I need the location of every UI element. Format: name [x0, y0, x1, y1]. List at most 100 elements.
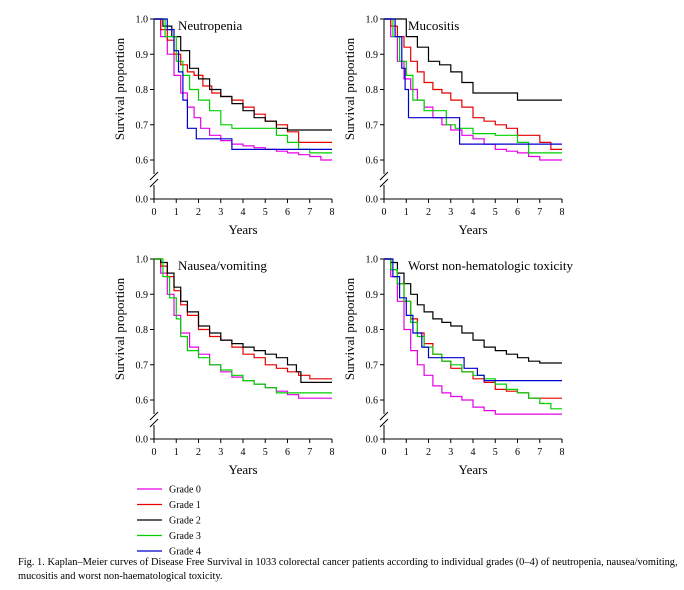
- y-axis-title: Survival proportion: [112, 277, 127, 380]
- legend-item: Grade 4: [137, 547, 201, 558]
- km-curve-grade-3: [384, 258, 562, 410]
- legend-label: Grade 1: [169, 500, 201, 511]
- legend: Grade 0 Grade 1 Grade 2 Grade 3 Grade 4: [137, 485, 201, 558]
- y-axis-break-mark: [149, 418, 159, 428]
- y-tick-label: 0.6: [366, 396, 379, 407]
- x-tick-label: 0: [152, 207, 157, 218]
- x-tick-label: 4: [471, 207, 476, 218]
- km-curve-grade-0: [384, 258, 562, 415]
- x-tick-label: 3: [218, 207, 223, 218]
- km-curve-grade-3: [154, 258, 332, 394]
- km-panel-2: 1.0 0.9 0.8 0.7 0.6 0.00 1 2 3 4 5 6 7 8 Years Survival…: [112, 255, 335, 478]
- y-tick-label: 1.0: [366, 15, 379, 26]
- y-axis-title: Survival proportion: [112, 37, 127, 140]
- km-curve-grade-2: [154, 18, 332, 131]
- y-tick-label: 0.7: [366, 360, 379, 371]
- y-axis-title: Survival proportion: [342, 37, 357, 140]
- x-tick-label: 7: [537, 207, 542, 218]
- y-tick-label: 0.9: [366, 50, 379, 61]
- y-axis-break-mark: [149, 171, 159, 181]
- x-axis-title: Years: [458, 462, 487, 477]
- x-tick-label: 1: [174, 207, 179, 218]
- km-curve-grade-2: [384, 258, 562, 364]
- km-curve-grade-1: [384, 258, 562, 399]
- legend-item: Grade 0: [137, 485, 201, 496]
- km-panel-1: 1.0 0.9 0.8 0.7 0.6 0.00 1 2 3 4 5 6 7 8 Years Survival…: [342, 15, 565, 238]
- panel-title: Mucositis: [408, 18, 459, 33]
- x-tick-label: 1: [174, 447, 179, 458]
- x-tick-label: 6: [285, 447, 290, 458]
- y-axis-break-mark: [379, 411, 389, 421]
- x-tick-label: 7: [307, 447, 312, 458]
- km-curve-grade-2: [384, 18, 562, 101]
- km-curve-grade-2: [154, 258, 332, 383]
- y-tick-label: 0.6: [136, 156, 149, 167]
- km-curve-grade-1: [384, 18, 562, 150]
- x-axis-title: Years: [228, 222, 257, 237]
- x-tick-label: 5: [493, 207, 498, 218]
- x-tick-label: 6: [515, 207, 520, 218]
- y-tick-label: 0.8: [366, 85, 379, 96]
- y-tick-label: 0.7: [366, 120, 379, 131]
- x-tick-label: 8: [330, 447, 335, 458]
- y-axis-break-mark: [379, 418, 389, 428]
- panel-title: Nausea/vomiting: [178, 258, 267, 273]
- x-tick-label: 8: [560, 447, 565, 458]
- km-panel-3: 1.0 0.9 0.8 0.7 0.6 0.00 1 2 3 4 5 6 7 8 Years Survival…: [342, 255, 574, 478]
- y-tick-label: 0.9: [366, 290, 379, 301]
- y-tick-label: 0.8: [136, 85, 149, 96]
- y-tick-label-zero: 0.0: [136, 195, 149, 206]
- y-tick-label: 1.0: [136, 255, 149, 266]
- legend-label: Grade 0: [169, 485, 201, 496]
- km-curve-grade-4: [384, 258, 562, 382]
- y-tick-label: 0.8: [366, 325, 379, 336]
- x-tick-label: 5: [493, 447, 498, 458]
- y-axis-break-mark: [149, 411, 159, 421]
- km-curve-grade-3: [384, 18, 562, 154]
- x-tick-label: 1: [404, 207, 409, 218]
- x-tick-label: 4: [241, 447, 246, 458]
- x-tick-label: 6: [515, 447, 520, 458]
- x-tick-label: 8: [560, 207, 565, 218]
- x-tick-label: 8: [330, 207, 335, 218]
- y-tick-label: 0.7: [136, 360, 149, 371]
- x-tick-label: 0: [382, 207, 387, 218]
- panel-title: Worst non-hematologic toxicity: [408, 258, 574, 273]
- y-tick-label: 0.6: [136, 396, 149, 407]
- y-tick-label: 0.9: [136, 50, 149, 61]
- y-axis-break-mark: [379, 178, 389, 188]
- legend-item: Grade 2: [137, 516, 201, 527]
- y-tick-label: 0.8: [136, 325, 149, 336]
- x-tick-label: 2: [426, 447, 431, 458]
- x-axis-title: Years: [458, 222, 487, 237]
- y-axis-break-mark: [149, 178, 159, 188]
- y-axis-break-mark: [379, 171, 389, 181]
- x-tick-label: 3: [448, 207, 453, 218]
- x-tick-label: 0: [382, 447, 387, 458]
- x-tick-label: 3: [448, 447, 453, 458]
- y-tick-label: 0.9: [136, 290, 149, 301]
- legend-label: Grade 3: [169, 531, 201, 542]
- legend-item: Grade 3: [137, 531, 201, 542]
- legend-label: Grade 2: [169, 516, 201, 527]
- y-tick-label: 0.6: [366, 156, 379, 167]
- km-curve-grade-0: [154, 18, 332, 161]
- km-panel-0: 1.0 0.9 0.8 0.7 0.6 0.00 1 2 3 4 5 6 7 8 Years Survival…: [112, 15, 335, 238]
- legend-item: Grade 1: [137, 500, 201, 511]
- x-tick-label: 7: [537, 447, 542, 458]
- x-tick-label: 5: [263, 447, 268, 458]
- figure-caption: Fig. 1. Kaplan–Meier curves of Disease F…: [18, 557, 678, 582]
- y-tick-label-zero: 0.0: [136, 435, 149, 446]
- x-axis-title: Years: [228, 462, 257, 477]
- x-tick-label: 1: [404, 447, 409, 458]
- x-tick-label: 2: [196, 447, 201, 458]
- x-tick-label: 6: [285, 207, 290, 218]
- panels-container: 1.00.90.80.70.60.00 1 2 3 4 5 6 7 8YearsSurvival…: [112, 15, 574, 478]
- x-tick-label: 7: [307, 207, 312, 218]
- x-tick-label: 2: [426, 207, 431, 218]
- km-curve-grade-0: [384, 18, 562, 161]
- x-tick-label: 4: [471, 447, 476, 458]
- y-tick-label: 1.0: [136, 15, 149, 26]
- x-tick-label: 3: [218, 447, 223, 458]
